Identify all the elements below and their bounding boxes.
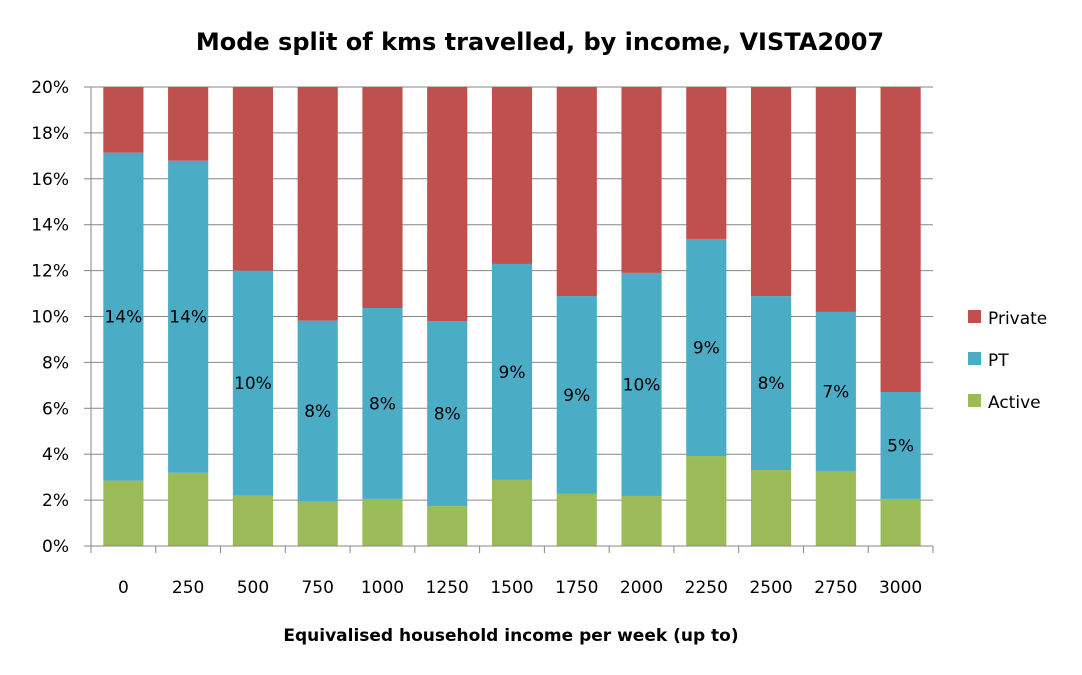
x-tick-labels: 0 250 500 750 1000 1250 1500 1750 2000 2250 2500 27… bbox=[118, 578, 922, 598]
bar-active-500 bbox=[232, 495, 274, 546]
bar-pt-2250 bbox=[686, 238, 727, 457]
bar-pt-2750 bbox=[815, 311, 856, 471]
y-tick-label: 6% bbox=[42, 399, 69, 419]
x-tick-label: 0 bbox=[118, 578, 129, 598]
legend-label-private: Private bbox=[988, 309, 1047, 329]
x-tick-label: 3000 bbox=[879, 578, 922, 598]
bar-pt-1250 bbox=[427, 321, 468, 507]
y-tick-label: 2% bbox=[42, 491, 69, 511]
data-label-pt-1250: 8% bbox=[434, 405, 461, 425]
data-labels: 14% 14% 10% 8% 8% 8% 9% 9% 10% 9% 8% 7% 5% bbox=[104, 308, 914, 457]
legend-label-pt: PT bbox=[988, 351, 1009, 371]
bar-pt-500 bbox=[232, 270, 274, 496]
y-tick-label: 0% bbox=[42, 537, 69, 557]
data-label-pt-2250: 9% bbox=[693, 338, 720, 358]
bar-pt-2500 bbox=[750, 296, 792, 471]
bar-private-2250 bbox=[686, 87, 727, 239]
bar-active-0 bbox=[103, 480, 144, 546]
chart-title: Mode split of kms travelled, by income, … bbox=[196, 28, 884, 56]
bar-private-3000 bbox=[880, 87, 921, 393]
y-tick-label: 16% bbox=[31, 170, 69, 190]
x-tick-label: 750 bbox=[301, 578, 333, 598]
bar-pt-3000 bbox=[880, 392, 921, 499]
y-tick-label: 20% bbox=[31, 78, 69, 98]
x-tick-label: 2750 bbox=[814, 578, 857, 598]
x-tick-label: 2500 bbox=[749, 578, 792, 598]
bar-pt-2000 bbox=[621, 272, 662, 496]
bar-private-500 bbox=[232, 87, 274, 271]
y-tick-label: 10% bbox=[31, 308, 69, 328]
bar-active-1000 bbox=[362, 498, 403, 546]
bar-private-1000 bbox=[362, 87, 403, 309]
y-tick-label: 4% bbox=[42, 445, 69, 465]
bar-active-1500 bbox=[491, 479, 533, 546]
y-tick-label: 18% bbox=[31, 124, 69, 144]
legend-swatch-private bbox=[968, 310, 981, 323]
bar-active-3000 bbox=[880, 498, 921, 546]
bar-active-2500 bbox=[750, 470, 792, 546]
bar-active-2250 bbox=[686, 456, 727, 546]
bar-pt-750 bbox=[297, 320, 338, 502]
bar-pt-1500 bbox=[491, 263, 533, 480]
x-tick-label: 250 bbox=[172, 578, 204, 598]
y-tick-label: 14% bbox=[31, 216, 69, 236]
y-tick-label: 12% bbox=[31, 262, 69, 282]
bar-private-250 bbox=[168, 87, 209, 161]
data-label-pt-750: 8% bbox=[304, 402, 331, 422]
data-label-pt-500: 10% bbox=[234, 374, 272, 394]
bar-active-250 bbox=[168, 472, 209, 546]
x-tick-label: 500 bbox=[237, 578, 269, 598]
bar-active-1250 bbox=[427, 506, 468, 546]
x-tick-label: 2000 bbox=[620, 578, 663, 598]
data-label-pt-2000: 10% bbox=[623, 375, 661, 395]
data-label-pt-0: 14% bbox=[104, 308, 142, 328]
bar-active-2750 bbox=[815, 470, 856, 546]
data-label-pt-1000: 8% bbox=[369, 394, 396, 414]
legend-label-active: Active bbox=[988, 393, 1041, 413]
x-tick-label: 1250 bbox=[426, 578, 469, 598]
x-tick-label: 2250 bbox=[685, 578, 728, 598]
bar-active-750 bbox=[297, 501, 338, 546]
data-label-pt-3000: 5% bbox=[887, 436, 914, 456]
data-label-pt-250: 14% bbox=[169, 308, 207, 328]
bar-private-750 bbox=[297, 87, 338, 321]
bar-active-2000 bbox=[621, 495, 662, 546]
bar-active-1750 bbox=[556, 493, 597, 546]
bar-private-2000 bbox=[621, 87, 662, 273]
data-label-pt-2500: 8% bbox=[758, 374, 785, 394]
bar-private-2500 bbox=[750, 87, 792, 297]
x-tick-label: 1500 bbox=[490, 578, 533, 598]
bar-pt-250 bbox=[168, 160, 209, 473]
y-tick-labels: 0% 2% 4% 6% 8% 10% 12% 14% 16% 18% 20% bbox=[31, 78, 69, 557]
bar-pt-1750 bbox=[556, 296, 597, 494]
bar-private-2750 bbox=[815, 87, 856, 312]
data-label-pt-2750: 7% bbox=[822, 382, 849, 402]
legend: Private PT Active bbox=[968, 309, 1047, 413]
legend-swatch-active bbox=[968, 394, 981, 407]
bar-private-1750 bbox=[556, 87, 597, 297]
bars bbox=[103, 87, 921, 546]
bar-pt-1000 bbox=[362, 308, 403, 499]
x-tick-label: 1750 bbox=[555, 578, 598, 598]
bar-private-0 bbox=[103, 87, 144, 153]
bar-pt-0 bbox=[103, 152, 144, 481]
x-axis-label: Equivalised household income per week (u… bbox=[283, 626, 738, 646]
bar-private-1250 bbox=[427, 87, 468, 322]
x-tick-label: 1000 bbox=[361, 578, 404, 598]
legend-swatch-pt bbox=[968, 352, 981, 365]
y-tick-label: 8% bbox=[42, 353, 69, 373]
bar-private-1500 bbox=[491, 87, 533, 264]
data-label-pt-1750: 9% bbox=[563, 386, 590, 406]
data-label-pt-1500: 9% bbox=[499, 363, 526, 383]
axes bbox=[84, 86, 934, 553]
